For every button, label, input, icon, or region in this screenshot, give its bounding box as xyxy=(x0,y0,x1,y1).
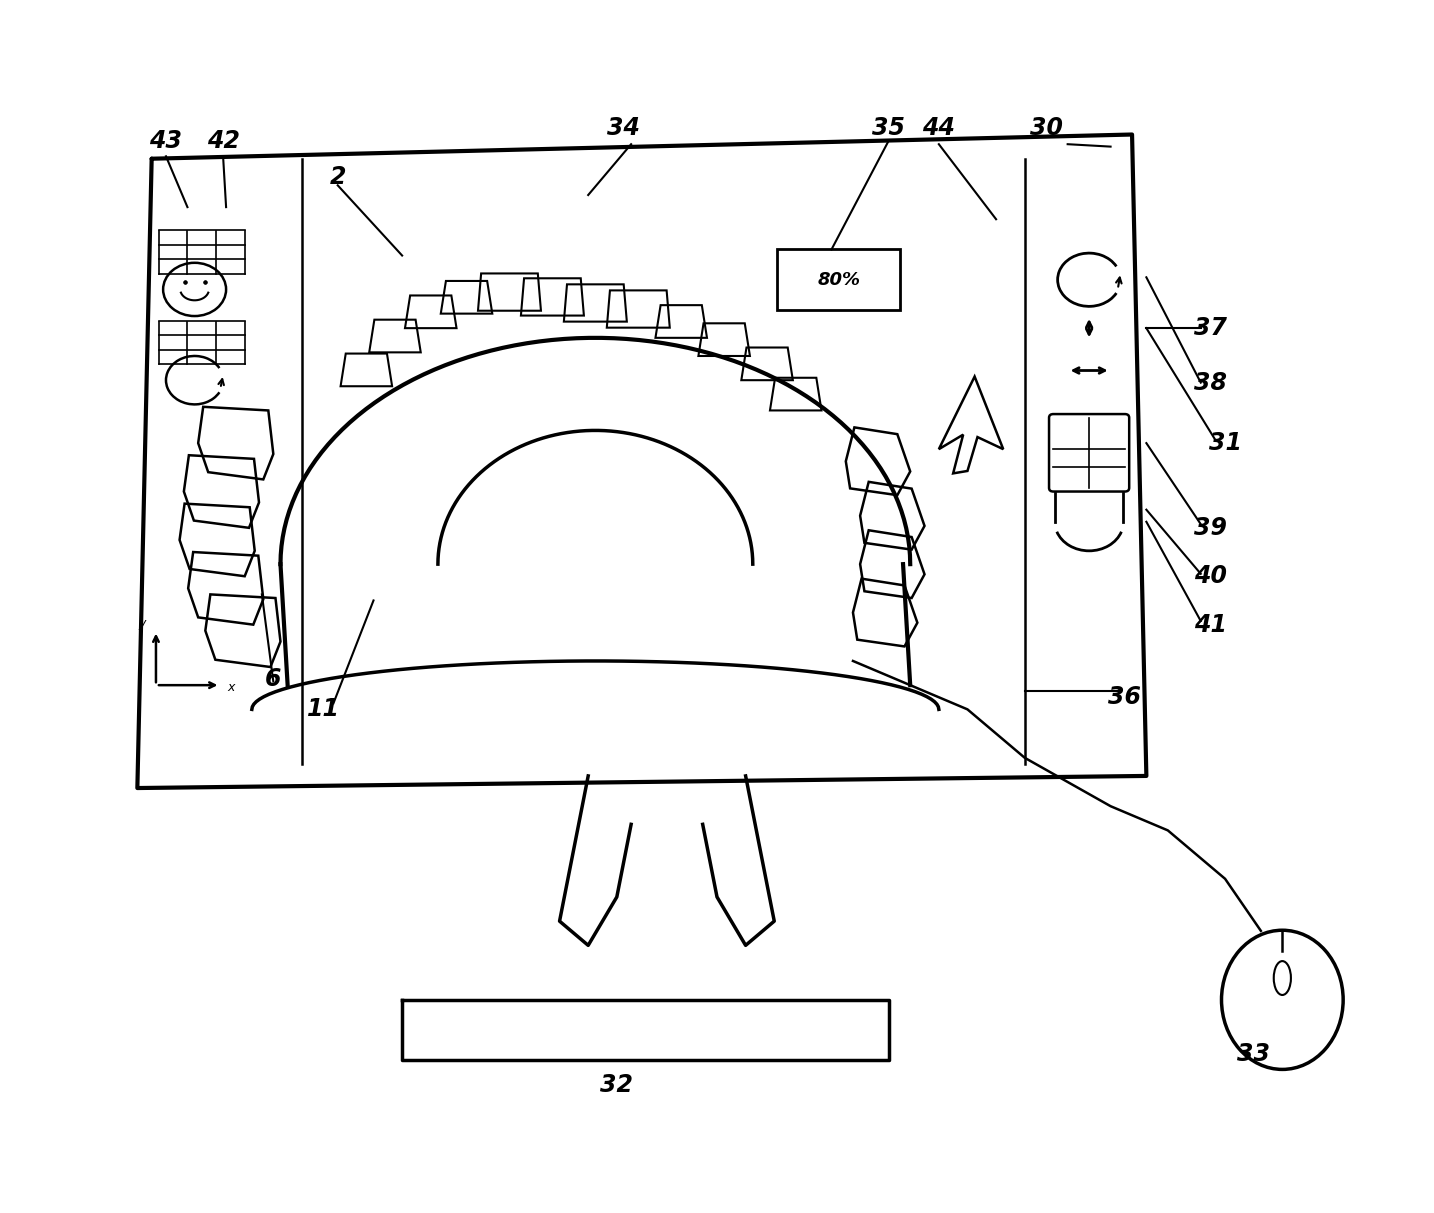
Text: y: y xyxy=(139,617,146,630)
Text: 34: 34 xyxy=(608,116,641,141)
Text: 35: 35 xyxy=(872,116,905,141)
Text: 38: 38 xyxy=(1195,371,1228,394)
Text: 33: 33 xyxy=(1238,1042,1271,1066)
Text: x: x xyxy=(228,682,235,694)
Text: 40: 40 xyxy=(1195,564,1228,588)
FancyBboxPatch shape xyxy=(777,250,901,311)
Text: 31: 31 xyxy=(1209,431,1242,455)
Text: 37: 37 xyxy=(1195,317,1228,340)
Text: 2: 2 xyxy=(330,165,346,189)
Text: 42: 42 xyxy=(206,129,239,153)
Text: 6: 6 xyxy=(265,667,281,691)
Text: 41: 41 xyxy=(1195,613,1228,637)
Text: 11: 11 xyxy=(307,697,340,722)
Ellipse shape xyxy=(1222,930,1344,1070)
Text: 30: 30 xyxy=(1030,116,1063,141)
Ellipse shape xyxy=(1273,961,1291,995)
FancyBboxPatch shape xyxy=(1050,414,1129,491)
Text: 43: 43 xyxy=(149,129,182,153)
Text: 36: 36 xyxy=(1108,685,1141,710)
Text: 39: 39 xyxy=(1195,516,1228,540)
Text: 32: 32 xyxy=(601,1072,634,1097)
Text: 80%: 80% xyxy=(817,270,860,289)
Text: 44: 44 xyxy=(922,116,955,141)
